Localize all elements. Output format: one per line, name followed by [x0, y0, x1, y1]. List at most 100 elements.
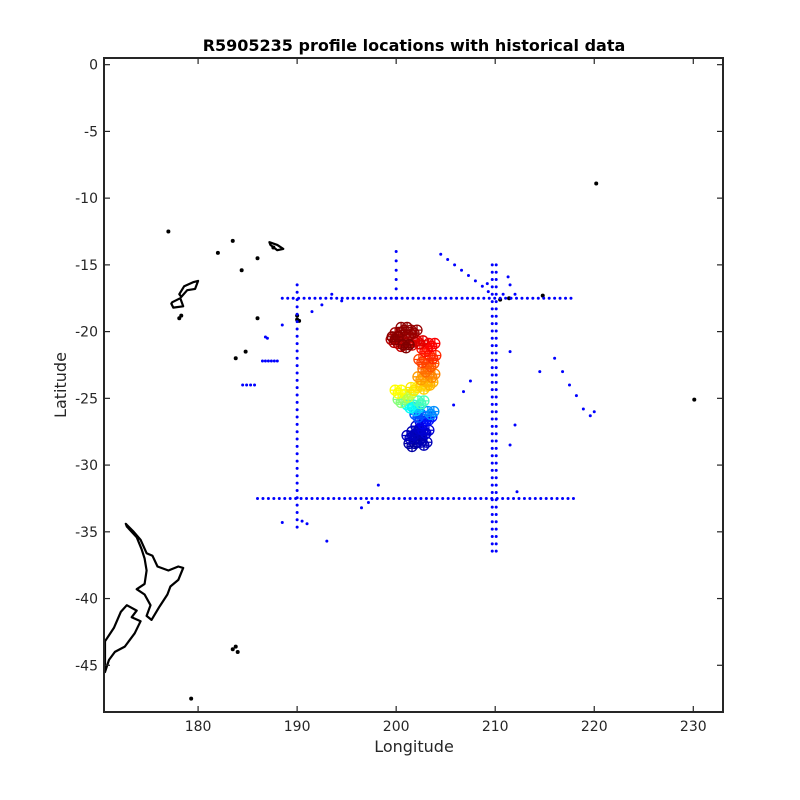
- historical-point: [326, 496, 330, 500]
- historical-point: [308, 296, 312, 300]
- historical-point: [490, 542, 494, 546]
- historical-point: [394, 287, 398, 291]
- historical-point: [494, 490, 498, 494]
- x-tick-label: 220: [581, 719, 608, 735]
- historical-point: [392, 496, 396, 500]
- historical-point: [494, 483, 498, 487]
- historical-point: [490, 520, 494, 524]
- historical-point: [520, 296, 524, 300]
- historical-point: [490, 263, 494, 267]
- historical-point: [286, 296, 290, 300]
- historical-point: [494, 395, 498, 399]
- historical-point: [494, 307, 498, 311]
- island-point: [235, 649, 240, 654]
- historical-point: [588, 414, 592, 418]
- historical-point: [340, 299, 344, 303]
- island-point: [243, 349, 248, 354]
- historical-point: [544, 496, 548, 500]
- x-axis-label: Longitude: [374, 737, 454, 756]
- y-tick-label: -40: [75, 592, 98, 608]
- profile-marker-cross: [429, 338, 440, 349]
- historical-point: [494, 388, 498, 392]
- historical-point: [490, 439, 494, 443]
- island-point: [215, 250, 220, 255]
- historical-point: [494, 461, 498, 465]
- historical-point: [452, 496, 456, 500]
- historical-point: [324, 296, 328, 300]
- historical-point: [517, 496, 521, 500]
- historical-point: [490, 285, 494, 289]
- historical-point: [295, 371, 299, 375]
- historical-point: [494, 270, 498, 274]
- historical-point: [295, 342, 299, 346]
- historical-point: [295, 386, 299, 390]
- historical-point: [494, 263, 498, 267]
- historical-point: [362, 296, 366, 300]
- historical-point: [490, 490, 494, 494]
- historical-point: [370, 496, 374, 500]
- historical-point: [266, 496, 270, 500]
- historical-point: [295, 466, 299, 470]
- historical-point: [280, 520, 284, 524]
- historical-point: [564, 296, 568, 300]
- historical-point: [561, 370, 565, 374]
- historical-point: [513, 423, 517, 427]
- historical-point: [366, 500, 370, 504]
- historical-point: [381, 496, 385, 500]
- historical-point: [460, 268, 464, 272]
- historical-point: [300, 519, 304, 523]
- historical-point: [280, 296, 284, 300]
- historical-point: [249, 383, 253, 387]
- historical-point: [256, 496, 260, 500]
- island-point: [189, 696, 194, 701]
- historical-point: [569, 296, 573, 300]
- historical-point: [473, 279, 477, 283]
- historical-point: [269, 359, 273, 363]
- historical-point: [571, 496, 575, 500]
- historical-point: [253, 383, 257, 387]
- historical-point: [494, 344, 498, 348]
- historical-point: [509, 296, 513, 300]
- historical-point: [394, 296, 398, 300]
- historical-point: [332, 496, 336, 500]
- historical-point: [439, 252, 443, 256]
- historical-point: [321, 496, 325, 500]
- historical-point: [313, 296, 317, 300]
- historical-point: [486, 290, 490, 294]
- historical-point: [315, 496, 319, 500]
- historical-point: [408, 496, 412, 500]
- historical-point: [364, 496, 368, 500]
- historical-point: [479, 496, 483, 500]
- historical-point: [494, 512, 498, 516]
- historical-point: [295, 378, 299, 382]
- historical-point: [295, 298, 299, 302]
- profile-marker-cross: [402, 322, 413, 333]
- historical-point: [295, 422, 299, 426]
- historical-point: [457, 496, 461, 500]
- historical-point: [446, 496, 450, 500]
- historical-point: [441, 496, 445, 500]
- historical-point: [277, 496, 281, 500]
- historical-point: [490, 534, 494, 538]
- historical-point: [494, 285, 498, 289]
- historical-point: [471, 296, 475, 300]
- axes-box: [103, 57, 724, 713]
- historical-point: [295, 290, 299, 294]
- historical-point: [558, 296, 562, 300]
- historical-point: [494, 446, 498, 450]
- chart-title: R5905235 profile locations with historic…: [203, 36, 626, 55]
- historical-point: [452, 403, 456, 407]
- coastline-3: [170, 297, 185, 309]
- historical-point: [424, 496, 428, 500]
- historical-point: [413, 496, 417, 500]
- historical-point: [261, 496, 265, 500]
- historical-point: [354, 496, 358, 500]
- historical-point: [494, 549, 498, 553]
- historical-point: [508, 443, 512, 447]
- historical-point: [295, 437, 299, 441]
- historical-point: [494, 534, 498, 538]
- historical-point: [266, 359, 270, 363]
- island-point: [239, 268, 244, 273]
- historical-point: [340, 296, 344, 300]
- historical-point: [553, 296, 557, 300]
